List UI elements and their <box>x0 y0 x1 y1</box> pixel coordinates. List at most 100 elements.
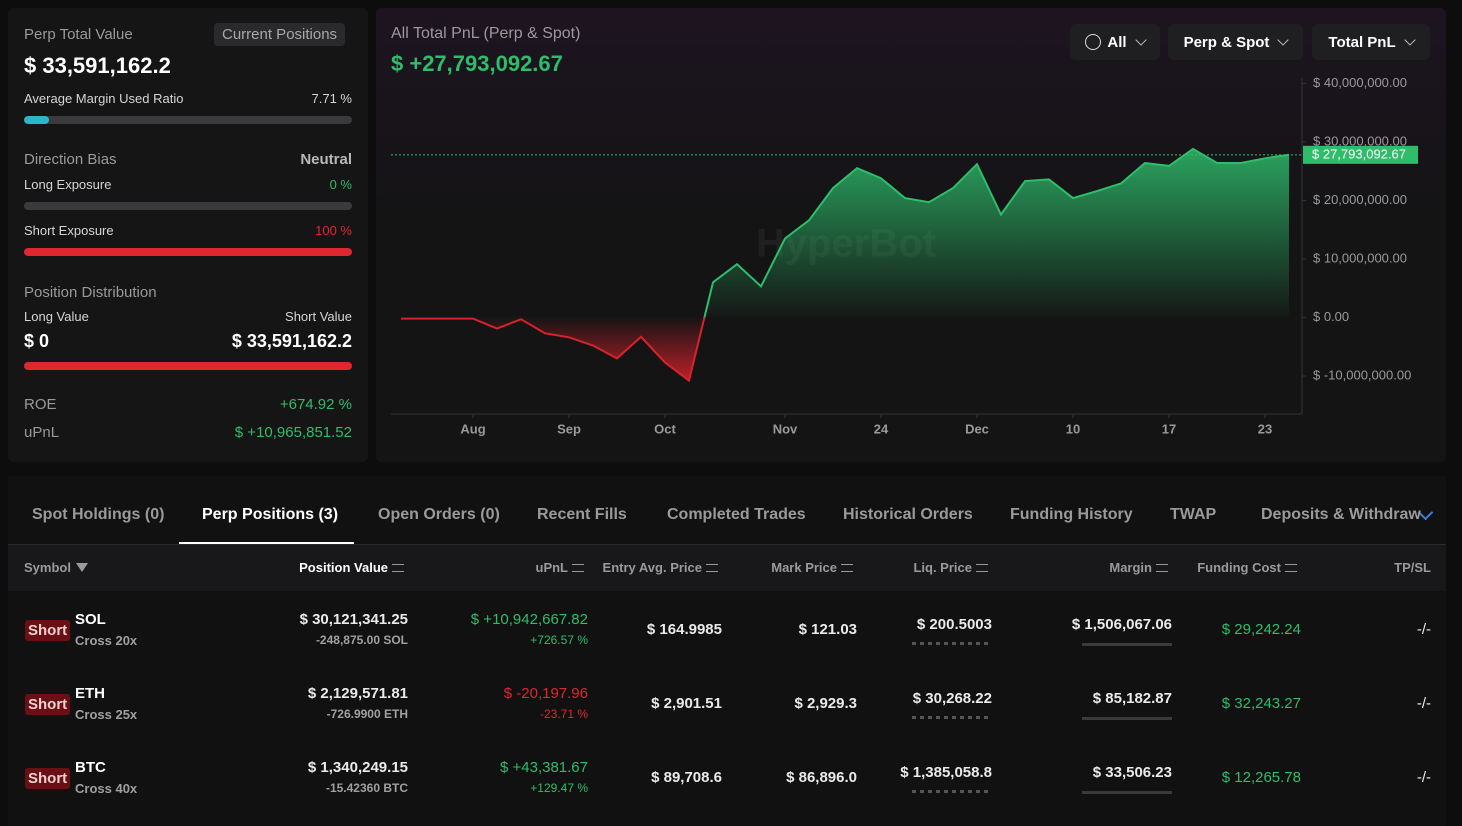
label: Position Distribution <box>24 284 157 301</box>
sort-icon <box>841 564 853 572</box>
column-header[interactable]: uPnL <box>535 560 569 575</box>
label: Short Exposure <box>24 223 114 238</box>
label: Perp Total Value <box>24 26 133 43</box>
perp-total-value: $ 33,591,162.2 <box>24 53 171 78</box>
column-header[interactable]: TP/SL <box>1394 560 1431 575</box>
pnl-area-positive <box>704 148 1289 318</box>
column-header[interactable]: Symbol <box>24 560 71 575</box>
y-tick-label: $ -10,000,000.00 <box>1313 367 1411 382</box>
label: Long Value <box>24 309 89 324</box>
y-tick-label: $ 40,000,000.00 <box>1313 75 1407 90</box>
pnl-area-negative <box>401 317 1289 381</box>
symbol: BTC <box>75 759 106 776</box>
column-header[interactable]: Funding Cost <box>1197 560 1281 575</box>
position-value: $ 30,121,341.25 <box>299 611 408 628</box>
tab[interactable]: Completed Trades <box>667 506 806 523</box>
sort-icon <box>976 564 988 572</box>
margin-fill <box>24 116 50 124</box>
x-tick-label: 10 <box>1066 421 1080 436</box>
current-positions-button[interactable]: Current Positions <box>214 23 346 46</box>
pnl-line-positive <box>703 147 1290 318</box>
upnl: $ +10,965,851.52 <box>234 424 352 441</box>
tab[interactable]: Spot Holdings (0) <box>32 506 165 523</box>
x-tick-label: Sep <box>557 421 581 436</box>
label: Average Margin Used Ratio <box>24 91 184 106</box>
filter-icon <box>76 563 88 572</box>
chevron <box>1277 34 1290 46</box>
filter-button[interactable]: All <box>1070 24 1160 60</box>
positions-panel <box>8 476 1446 826</box>
margin-ratio: 7.71 % <box>311 91 352 106</box>
liq-distance <box>912 716 992 719</box>
tp-sl: -/- <box>1416 769 1431 786</box>
mark-price: $ 121.03 <box>798 621 857 638</box>
column-header[interactable]: Liq. Price <box>913 560 972 575</box>
position-value: $ 1,340,249.15 <box>307 759 408 776</box>
x-tick-label: Oct <box>654 421 676 436</box>
sort-icon <box>392 564 404 572</box>
tab-underline <box>179 542 354 544</box>
tab[interactable]: Historical Orders <box>843 506 973 523</box>
side-badge: Short <box>25 694 71 715</box>
label: uPnL <box>24 424 60 441</box>
margin-track <box>24 116 352 124</box>
sort-icon <box>572 564 584 572</box>
label: Long Exposure <box>24 177 112 192</box>
liq-distance <box>912 790 992 793</box>
column-header[interactable]: Entry Avg. Price <box>602 560 702 575</box>
distribution-bar <box>24 362 352 370</box>
funding-cost: $ 32,243.27 <box>1221 695 1301 712</box>
chevron <box>1134 34 1147 46</box>
tab[interactable]: Open Orders (0) <box>378 506 500 523</box>
long-exposure: 0 % <box>329 177 352 192</box>
tab[interactable]: Recent Fills <box>537 506 627 523</box>
filter-button[interactable]: Perp & Spot <box>1168 24 1303 60</box>
sort-icon <box>1285 564 1297 572</box>
margin: $ 33,506.23 <box>1092 764 1172 781</box>
upnl-percent: -23.71 % <box>539 707 588 721</box>
chart-headline: $ +27,793,092.67 <box>391 51 563 76</box>
y-tick-label: $ 10,000,000.00 <box>1313 250 1407 265</box>
direction-bias: Neutral <box>300 151 352 168</box>
tab[interactable]: Deposits & Withdraw <box>1261 506 1421 523</box>
chevron <box>1403 34 1416 46</box>
pnl-chart: All Total PnL (Perp & Spot) $ +27,793,09… <box>391 25 1418 436</box>
divider <box>8 544 1446 545</box>
mark-price: $ 86,896.0 <box>786 769 857 786</box>
x-tick-label: Nov <box>773 421 798 436</box>
filter-label: Perp & Spot <box>1183 33 1270 51</box>
position-value: $ 2,129,571.81 <box>307 685 408 702</box>
x-tick-label: 23 <box>1258 421 1272 436</box>
position-size: -15.42360 BTC <box>325 781 408 795</box>
tp-sl: -/- <box>1416 621 1431 638</box>
funding-cost: $ 12,265.78 <box>1221 769 1301 786</box>
column-header[interactable]: Mark Price <box>771 560 837 575</box>
liq-distance <box>912 642 992 645</box>
liq-price: $ 200.5003 <box>916 616 992 633</box>
y-tick-label: $ 20,000,000.00 <box>1313 192 1407 207</box>
y-tick-label: $ 30,000,000.00 <box>1313 133 1407 148</box>
label: ROE <box>24 396 57 413</box>
short-track <box>24 248 352 256</box>
leverage: Cross 25x <box>75 707 138 722</box>
tab[interactable]: Funding History <box>1010 506 1133 523</box>
x-tick-label: Aug <box>460 421 485 436</box>
summary-panel <box>8 8 368 462</box>
margin-bar <box>1082 791 1172 794</box>
column-header[interactable]: Position Value <box>299 560 388 575</box>
column-header[interactable]: Margin <box>1109 560 1152 575</box>
entry-price: $ 164.9985 <box>646 621 722 638</box>
margin: $ 1,506,067.06 <box>1071 616 1172 633</box>
margin-bar <box>1082 643 1172 646</box>
tab[interactable]: Perp Positions (3) <box>202 506 339 523</box>
tab[interactable]: TWAP <box>1170 506 1217 523</box>
filter-label: Total PnL <box>1328 33 1396 51</box>
position-size: -248,875.00 SOL <box>315 633 408 647</box>
label: Direction Bias <box>24 151 117 168</box>
symbol: ETH <box>75 685 105 702</box>
leverage: Cross 40x <box>75 781 138 796</box>
filter-button[interactable]: Total PnL <box>1312 24 1430 60</box>
x-tick-label: 17 <box>1162 421 1176 436</box>
pnl-line-negative <box>401 317 706 383</box>
